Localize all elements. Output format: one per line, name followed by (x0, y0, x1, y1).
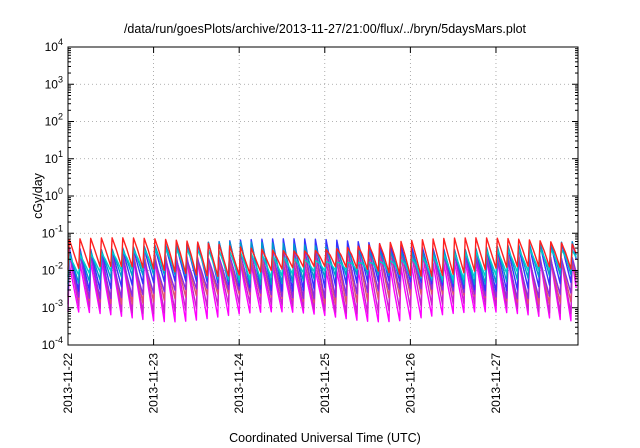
y-tick-label: 100 (45, 186, 63, 203)
y-tick-label: 10-3 (42, 298, 63, 315)
plot-frame (67, 46, 579, 346)
y-tick-label: 10-1 (42, 223, 63, 240)
y-tick-label: 104 (45, 37, 63, 54)
series-layer (67, 237, 577, 323)
y-tick-label: 102 (45, 112, 63, 129)
series-line (67, 246, 577, 300)
y-tick-label: 10-2 (42, 261, 63, 278)
chart-title: /data/run/goesPlots/archive/2013-11-27/2… (124, 22, 527, 36)
series-line (67, 238, 577, 292)
series-line (67, 258, 577, 323)
x-tick-label: 2013-11-24 (232, 353, 246, 414)
y-tick-label: 103 (45, 74, 63, 91)
x-tick-label: 2013-11-27 (489, 353, 503, 414)
x-tick-label: 2013-11-23 (147, 353, 161, 414)
x-axis-title: Coordinated Universal Time (UTC) (229, 431, 421, 445)
x-tick-label: 2013-11-22 (61, 353, 75, 414)
y-tick-label: 101 (45, 149, 63, 166)
x-tick-label: 2013-11-26 (403, 353, 417, 414)
y-tick-label: 10-4 (42, 335, 63, 352)
series-line (67, 241, 577, 286)
y-axis-title: cGy/day (31, 172, 45, 219)
series-line (67, 237, 577, 277)
x-tick-label: 2013-11-25 (318, 353, 332, 414)
axis-layer: 10-4 10-3 10-2 10-1 100 101 102 103 104 2013-11-2… (42, 37, 579, 414)
